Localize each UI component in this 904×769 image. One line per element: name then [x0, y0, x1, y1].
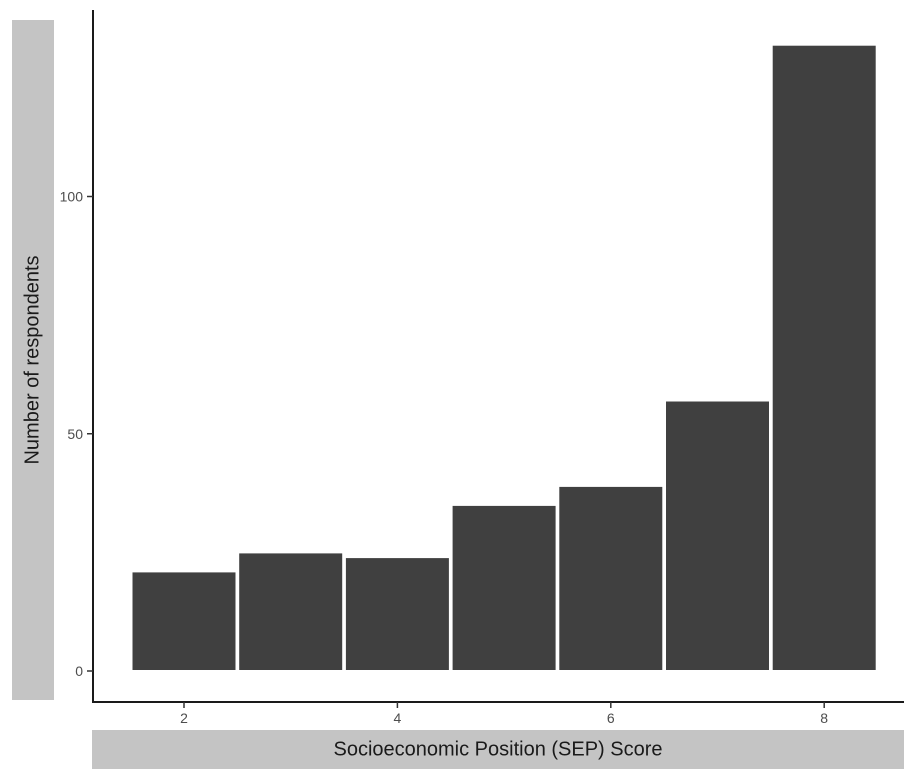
y-tick-label-100: 100: [60, 189, 84, 205]
x-tick-label-2: 2: [180, 710, 188, 726]
bars-group: [130, 43, 878, 673]
bar-sep-5: [450, 503, 558, 672]
x-tick-label-8: 8: [820, 710, 828, 726]
y-axis-label-band: [12, 20, 54, 700]
x-tick-label-6: 6: [607, 710, 615, 726]
x-axis-label-band: [92, 730, 904, 769]
bar-sep-4: [343, 556, 451, 672]
y-tick-label-50: 50: [67, 426, 83, 442]
y-tick-label-0: 0: [75, 663, 83, 679]
bar-sep-6: [557, 484, 665, 672]
x-axis-label: Socioeconomic Position (SEP) Score: [333, 738, 663, 761]
y-ticks-group: 0 50 100: [60, 189, 93, 679]
bar-sep-7: [664, 399, 771, 672]
bar-sep-2: [130, 570, 238, 673]
bar-sep-3: [237, 551, 345, 673]
histogram-chart: 0 50 100 2 4 6 8: [60, 10, 904, 726]
x-tick-label-4: 4: [394, 710, 402, 726]
x-ticks-group: 2 4 6 8: [180, 702, 828, 726]
bar-sep-8: [770, 43, 878, 672]
